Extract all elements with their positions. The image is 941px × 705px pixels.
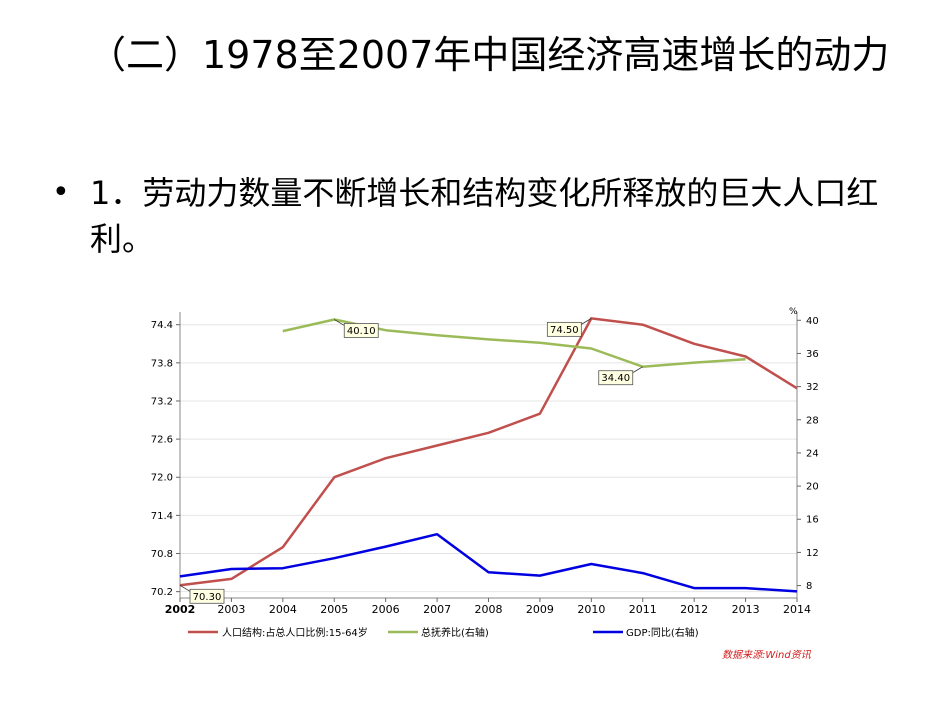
left-tick-label: 71.4 xyxy=(151,511,173,522)
x-tick-label: 2007 xyxy=(423,603,451,616)
left-tick-label: 70.8 xyxy=(151,549,173,560)
x-axis-ticks: 2002 2003 2004 2005 2006 2007 2008 2009 2010 2011… xyxy=(165,598,811,616)
x-tick-label: 2003 xyxy=(217,603,245,616)
callout-box xyxy=(189,588,225,604)
callout-label: 34.40 xyxy=(601,373,630,384)
right-axis-ticks: 8 12 16 20 24 28 32 36 40 xyxy=(797,316,819,592)
callout-0: 70.30 xyxy=(179,584,225,604)
callout-box xyxy=(343,323,379,338)
legend-label-dependency: 总抚养比(右轴) xyxy=(421,626,489,639)
bullet-point: • 1．劳动力数量不断增长和结构变化所释放的巨大人口红利。 xyxy=(52,170,902,262)
legend-label-population: 人口结构:占总人口比例:15-64岁 xyxy=(222,626,368,639)
right-tick-label: 32 xyxy=(806,382,819,393)
x-tick-label: 2005 xyxy=(320,603,348,616)
legend-label-gdp: GDP:同比(右轴) xyxy=(626,626,699,639)
left-tick-label: 72.0 xyxy=(151,473,173,484)
right-tick-label: 8 xyxy=(806,581,812,592)
x-tick-label: 2012 xyxy=(680,603,708,616)
callout-leader xyxy=(179,584,191,592)
bullet-marker: • xyxy=(52,175,70,210)
x-tick-label: 2014 xyxy=(783,603,811,616)
callout-leader xyxy=(581,318,592,325)
callout-leader xyxy=(334,319,345,326)
left-axis-ticks: 70.2 70.8 71.4 72.0 72.6 73.2 73.8 74.4 xyxy=(151,320,180,598)
right-tick-label: 24 xyxy=(806,448,819,459)
gdp-growth-line xyxy=(179,532,798,593)
x-tick-label: 2009 xyxy=(526,603,554,616)
slide-title: （二）1978至2007年中国经济高速增长的动力 xyxy=(88,33,890,77)
right-tick-label: 40 xyxy=(806,316,819,327)
callout-box xyxy=(546,321,582,337)
right-tick-label: 28 xyxy=(806,415,819,426)
x-tick-label: 2011 xyxy=(629,603,657,616)
left-tick-label: 73.2 xyxy=(151,396,173,407)
callout-box xyxy=(598,370,634,386)
x-tick-label: 2008 xyxy=(475,603,503,616)
callout-1: 40.10 xyxy=(334,319,379,338)
callout-leader xyxy=(632,366,643,374)
right-tick-label: 36 xyxy=(806,349,819,360)
right-tick-label: 16 xyxy=(806,515,819,526)
x-tick-label: 2013 xyxy=(732,603,760,616)
left-tick-label: 70.2 xyxy=(151,587,173,598)
chart-legend: 人口结构:占总人口比例:15-64岁 总抚养比(右轴) GDP:同比(右轴) xyxy=(188,626,699,639)
population-share-line xyxy=(179,317,798,587)
callout-label: 40.10 xyxy=(347,326,376,337)
callout-2: 74.50 xyxy=(546,318,592,337)
right-tick-label: 20 xyxy=(806,482,819,493)
x-tick-label: 2006 xyxy=(372,603,400,616)
right-axis-unit: % xyxy=(789,307,798,317)
callout-label: 74.50 xyxy=(550,325,579,336)
x-tick-label: 2004 xyxy=(269,603,297,616)
x-tick-label: 2010 xyxy=(577,603,605,616)
series-lines xyxy=(179,317,798,593)
bullet-text: 1．劳动力数量不断增长和结构变化所释放的巨大人口红利。 xyxy=(90,174,879,258)
x-tick-label: 2002 xyxy=(165,603,196,616)
value-callouts: 70.30 40.10 74.50 34.40 xyxy=(179,318,643,604)
callout-label: 70.30 xyxy=(193,592,222,603)
right-tick-label: 12 xyxy=(806,548,819,559)
left-tick-label: 73.8 xyxy=(151,358,173,369)
callout-3: 34.40 xyxy=(598,366,643,386)
grid-lines xyxy=(180,324,797,593)
left-tick-label: 74.4 xyxy=(151,320,173,331)
data-source: 数据来源:Wind资讯 xyxy=(722,649,812,661)
left-tick-label: 72.6 xyxy=(151,435,173,446)
